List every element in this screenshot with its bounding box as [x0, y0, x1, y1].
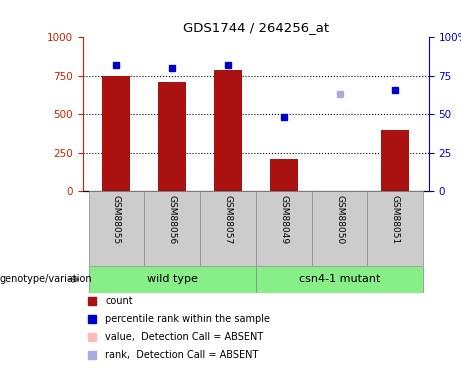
Text: GSM88051: GSM88051	[391, 195, 400, 244]
Bar	[214, 70, 242, 191]
Text: csn4-1 mutant: csn4-1 mutant	[299, 274, 380, 284]
Text: genotype/variation: genotype/variation	[0, 274, 93, 284]
Bar	[367, 191, 423, 266]
Text: rank,  Detection Call = ABSENT: rank, Detection Call = ABSENT	[106, 350, 259, 360]
Bar	[200, 191, 256, 266]
Bar	[102, 76, 130, 191]
Bar	[256, 191, 312, 266]
Text: GSM88056: GSM88056	[168, 195, 177, 244]
Text: GSM88055: GSM88055	[112, 195, 121, 244]
Bar	[89, 191, 144, 266]
Bar	[158, 82, 186, 191]
Bar	[312, 191, 367, 266]
Text: GSM88049: GSM88049	[279, 195, 288, 244]
Title: GDS1744 / 264256_at: GDS1744 / 264256_at	[183, 21, 329, 33]
Text: value,  Detection Call = ABSENT: value, Detection Call = ABSENT	[106, 332, 264, 342]
Text: wild type: wild type	[147, 274, 198, 284]
Text: GSM88050: GSM88050	[335, 195, 344, 244]
Bar	[381, 130, 409, 191]
Bar	[270, 159, 298, 191]
Text: GSM88057: GSM88057	[224, 195, 232, 244]
Bar	[256, 266, 423, 292]
Text: count: count	[106, 296, 133, 306]
Text: percentile rank within the sample: percentile rank within the sample	[106, 314, 271, 324]
Bar	[89, 266, 256, 292]
Bar	[144, 191, 200, 266]
